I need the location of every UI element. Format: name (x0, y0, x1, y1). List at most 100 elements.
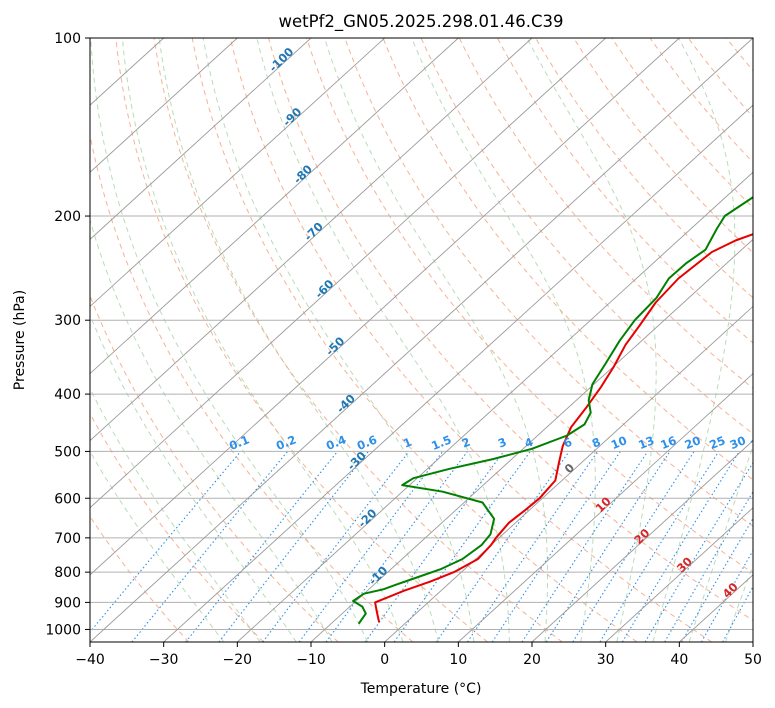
isotherm-line (90, 38, 312, 240)
x-tick-label: 40 (670, 652, 688, 668)
mixing-ratio-label: 36 (749, 433, 769, 452)
moist-adiabat (90, 450, 225, 642)
mixing-ratio-label: 25 (707, 433, 727, 452)
y-tick-label: 700 (54, 531, 81, 547)
y-tick-label: 1000 (45, 622, 81, 638)
x-tick-label: −40 (75, 652, 105, 668)
isotherm-line (458, 372, 753, 642)
dry-adiabat (382, 38, 753, 481)
isotherm-line (310, 238, 753, 642)
mixing-ratio-line (90, 451, 242, 633)
dry-adiabat (649, 38, 753, 164)
x-axis: −40 −30 −20 −10 0 10 20 30 40 50 (75, 642, 762, 668)
mixing-ratio-label: 20 (683, 433, 703, 452)
dry-adiabat (229, 38, 712, 642)
mixing-ratio-line (218, 451, 369, 642)
moist-adiabat (256, 38, 510, 642)
mixing-ratio-label: 30 (728, 433, 748, 452)
chart-title: wetPf2_GN05.2025.298.01.46.C39 (279, 12, 564, 32)
isotherm-line (384, 305, 753, 642)
isotherm-line (605, 507, 753, 642)
x-tick-label: −10 (296, 652, 326, 668)
moist-adiabat (688, 444, 753, 642)
mixing-ratio-line (467, 451, 599, 642)
mixing-ratio-line (664, 490, 753, 642)
isotherm-line (90, 38, 459, 375)
y-tick-label: 200 (54, 209, 81, 225)
x-tick-label: 10 (449, 652, 467, 668)
mixing-ratio-line (185, 451, 339, 642)
mixing-ratio-line (644, 461, 753, 642)
dry-adiabat (90, 515, 190, 642)
isotherm-line (90, 38, 238, 173)
isotherm-line (90, 38, 606, 509)
moist-adiabat (90, 313, 297, 642)
isotherm-line (90, 38, 533, 442)
moist-adiabat (324, 38, 548, 642)
isotherm-line (90, 38, 385, 308)
dry-adiabat (496, 38, 753, 344)
x-axis-label: Temperature (°C) (360, 681, 482, 697)
isotherm-line (163, 104, 753, 642)
dry-adiabat (191, 38, 638, 642)
moist-adiabat (411, 38, 596, 642)
mixing-ratio-line (131, 451, 289, 642)
dewpoint-profile-line (352, 196, 753, 624)
profiles (352, 196, 753, 624)
mixing-ratio-label: 10 (609, 433, 629, 452)
moist-adiabat (90, 38, 369, 642)
moist-adiabat (90, 387, 261, 642)
dry-adiabat (90, 132, 414, 642)
x-tick-label: −20 (223, 652, 253, 668)
x-tick-label: 0 (380, 652, 389, 668)
plot-frame (89, 37, 754, 643)
x-tick-label: 20 (523, 652, 541, 668)
mixing-ratio-label: 16 (658, 433, 678, 452)
isotherm-line (90, 38, 680, 576)
mixing-ratio-line (435, 451, 570, 642)
grid-lines (90, 38, 753, 642)
dry-adiabat (268, 38, 753, 622)
dry-adiabat (90, 294, 339, 642)
y-tick-label: 500 (54, 444, 81, 460)
moist-adiabat (90, 218, 333, 642)
dry-adiabat (535, 38, 753, 299)
y-tick-label: 900 (54, 595, 81, 611)
dry-adiabats (90, 38, 753, 642)
temperature-profile-line (374, 233, 753, 623)
moist-adiabat (158, 38, 439, 642)
y-tick-label: 300 (54, 313, 81, 329)
isotherm-line (90, 38, 753, 642)
mixing-ratio-line (572, 451, 695, 642)
dry-adiabat (573, 38, 753, 254)
isotherm-line (531, 440, 753, 642)
mixing-ratio-line (701, 549, 753, 642)
mixing-ratio-lines (90, 451, 753, 642)
mixing-ratio-line (393, 451, 531, 642)
isotherm-line (237, 171, 753, 642)
mixing-ratio-line (681, 517, 753, 642)
x-tick-label: 30 (597, 652, 615, 668)
moist-adiabat (652, 38, 736, 642)
y-tick-label: 600 (54, 491, 81, 507)
y-tick-label: 800 (54, 565, 81, 581)
mixing-ratio-label: 13 (636, 433, 656, 452)
dry-adiabat (153, 38, 563, 642)
y-axis-label: Pressure (hPa) (12, 290, 28, 390)
mixing-ratio-line (364, 451, 505, 642)
dry-adiabat (115, 38, 488, 642)
moist-adiabat (121, 38, 404, 642)
mixing-ratio-line (545, 451, 671, 642)
x-tick-label: −30 (149, 652, 179, 668)
y-tick-label: 400 (54, 387, 81, 403)
moist-adiabat (202, 38, 475, 642)
dry-adiabat (306, 38, 753, 574)
dry-adiabat (611, 38, 753, 209)
y-axis: 100 200 300 400 500 600 700 800 900 1000 (45, 31, 90, 638)
x-tick-label: 50 (744, 652, 762, 668)
mixing-ratio-line (599, 451, 720, 642)
mixing-ratio-line (722, 585, 753, 642)
dry-adiabat (90, 412, 264, 642)
y-tick-label: 100 (54, 31, 81, 47)
